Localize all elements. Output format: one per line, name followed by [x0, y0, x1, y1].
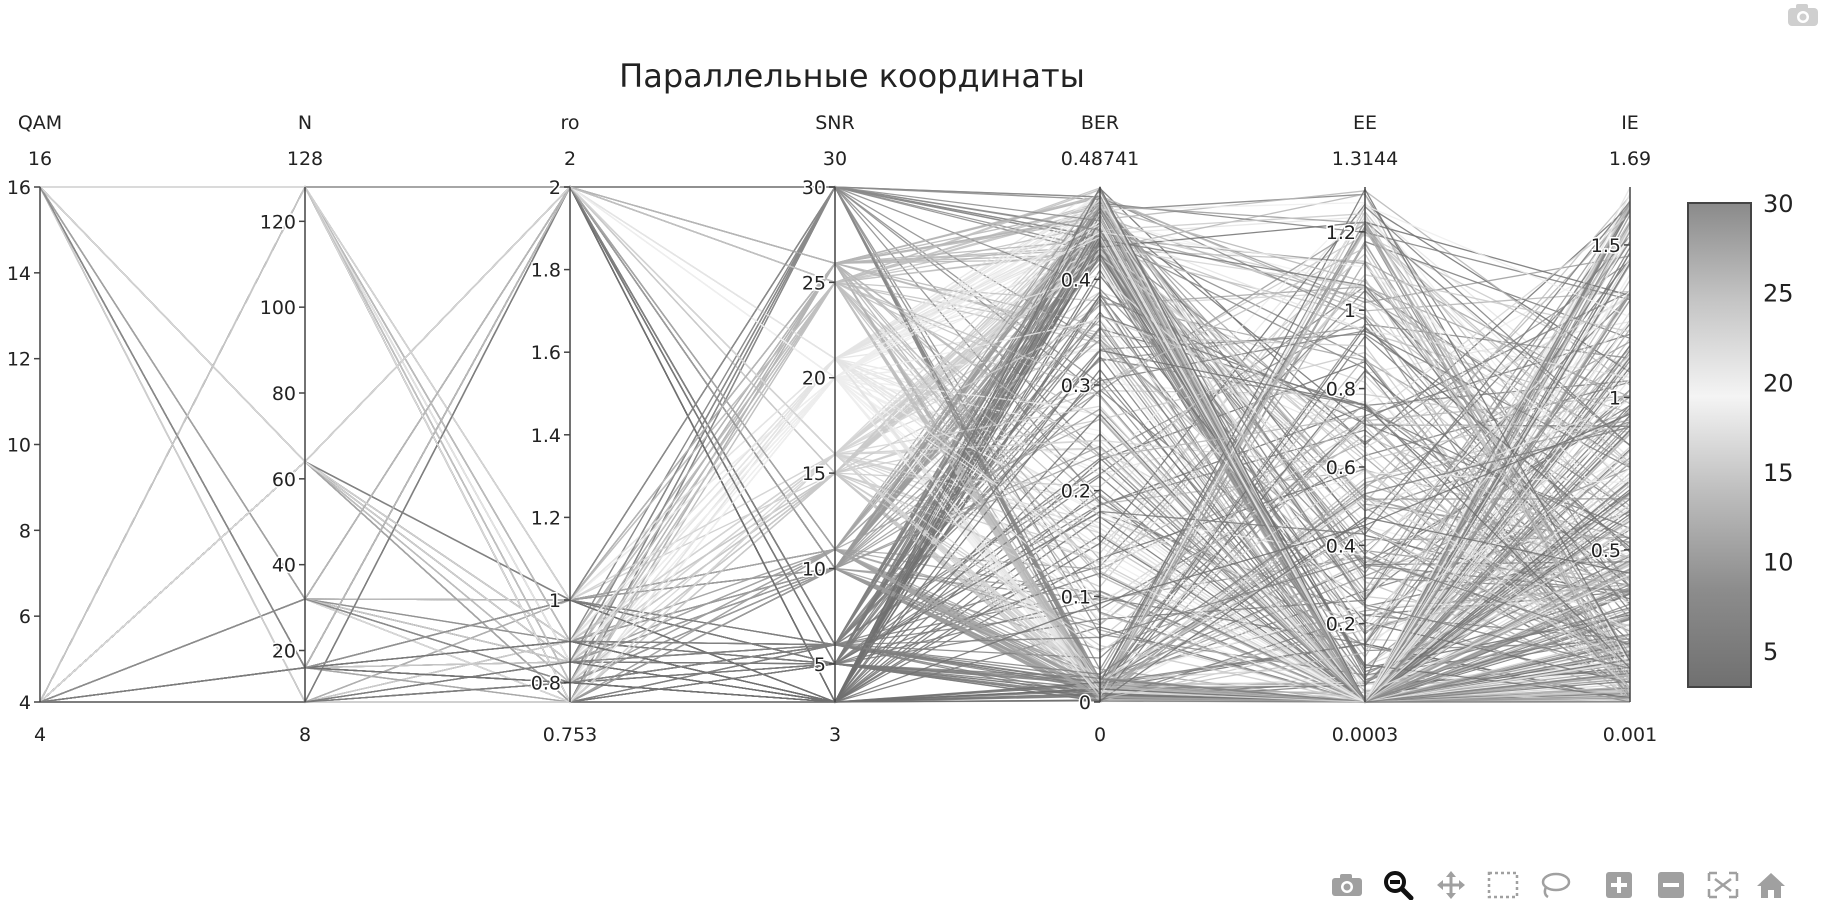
tick-label: 14: [7, 263, 31, 285]
corner-camera-icon[interactable]: [1782, 0, 1822, 30]
tick-label: 1.5: [1591, 235, 1621, 257]
axis-ro[interactable]: ro 2 0.753 0.8 1 1.2 1.4 1.6 1.8 2: [529, 112, 597, 746]
tick-label: 20: [802, 368, 826, 390]
axis-range-min: 3: [829, 724, 841, 746]
tick-label: 0.4: [1326, 535, 1356, 557]
tick-label: 8: [19, 520, 31, 542]
lasso-icon[interactable]: [1538, 868, 1572, 902]
axis-range-max: 2: [564, 148, 576, 170]
tick-label: 1.4: [531, 425, 561, 447]
axis-range-max: 1.69: [1609, 148, 1651, 170]
colorbar-tick-label: 25: [1763, 280, 1794, 308]
tick-label: 16: [7, 177, 31, 199]
tick-label: 5: [814, 654, 826, 676]
tick-label: 6: [19, 606, 31, 628]
tick-label: 30: [802, 177, 826, 199]
tick-label: 0.8: [531, 673, 561, 695]
axis-range-min: 0.753: [543, 724, 597, 746]
reset-axes-icon[interactable]: [1754, 868, 1788, 902]
axis-name[interactable]: N: [298, 112, 312, 134]
axis-range-min: 0.001: [1603, 724, 1657, 746]
tick-label: 1: [1609, 387, 1621, 409]
tick-label: 0.5: [1591, 540, 1621, 562]
axis-range-min: 8: [299, 724, 311, 746]
tick-label: 10: [802, 558, 826, 580]
axis-range-max: 128: [287, 148, 323, 170]
axis-name[interactable]: SNR: [815, 112, 854, 134]
axis-range-max: 1.3144: [1332, 148, 1398, 170]
zoom-out-icon[interactable]: [1654, 868, 1688, 902]
colorbar-tick-label: 30: [1763, 190, 1794, 218]
colorbar-tick-label: 20: [1763, 369, 1794, 397]
tick-label: 1.2: [531, 507, 561, 529]
colorbar-tick-label: 5: [1763, 638, 1778, 666]
axis-range-min: 4: [34, 724, 46, 746]
axis-ie[interactable]: IE 1.69 0.001 0.5 1 1.5: [1589, 112, 1657, 746]
axis-name[interactable]: IE: [1621, 112, 1639, 134]
tick-label: 2: [549, 177, 561, 199]
axis-range-max: 0.48741: [1061, 148, 1140, 170]
tick-label: 20: [272, 641, 296, 663]
tick-label: 1.8: [531, 260, 561, 282]
tick-label: 1: [549, 590, 561, 612]
axis-name[interactable]: BER: [1081, 112, 1119, 134]
colorbar-tick-label: 15: [1763, 459, 1794, 487]
axis-range-max: 16: [28, 148, 52, 170]
axes-layer: QAM16446810121416N128820406080100120ro20…: [5, 112, 1657, 746]
colorbar: 5 10 15 20 25 30: [1687, 190, 1794, 688]
axis-range-min: 0: [1094, 724, 1106, 746]
zoom-icon[interactable]: [1382, 868, 1416, 902]
tick-label: 0.6: [1326, 457, 1356, 479]
tick-label: 60: [272, 469, 296, 491]
axis-ee[interactable]: EE 1.3144 0.0003 0.2 0.4 0.6 0.8 1 1.2: [1324, 112, 1398, 746]
axis-name[interactable]: EE: [1353, 112, 1377, 134]
tick-label: 1: [1344, 300, 1356, 322]
axis-range-max: 30: [823, 148, 847, 170]
tick-label: 4: [19, 692, 31, 714]
tick-label: 1.2: [1326, 222, 1356, 244]
tick-label: 0.2: [1326, 614, 1356, 636]
box-select-icon[interactable]: [1486, 868, 1520, 902]
tick-label: 0: [1079, 692, 1091, 714]
tick-label: 80: [272, 383, 296, 405]
zoom-in-icon[interactable]: [1602, 868, 1636, 902]
tick-label: 0.2: [1061, 481, 1091, 503]
tick-label: 25: [802, 272, 826, 294]
modebar: [1330, 868, 1820, 902]
autoscale-icon[interactable]: [1706, 868, 1740, 902]
axis-range-min: 0.0003: [1332, 724, 1398, 746]
axis-name[interactable]: QAM: [18, 112, 62, 134]
tick-label: 15: [802, 463, 826, 485]
axis-qam[interactable]: QAM 16 44 6 8 10 12 14 16: [5, 112, 62, 746]
tick-label: 1.6: [531, 342, 561, 364]
tick-label: 120: [260, 211, 296, 233]
pan-icon[interactable]: [1434, 868, 1468, 902]
tick-label: 12: [7, 349, 31, 371]
axis-n[interactable]: N 128 8 20 40 60 80 100 120: [258, 112, 323, 746]
tick-label: 0.3: [1061, 375, 1091, 397]
axis-snr[interactable]: SNR 30 3 5 10 15 20 25 30: [800, 112, 855, 746]
colorbar-tick-label: 10: [1763, 549, 1794, 577]
tick-label: 0.4: [1061, 269, 1091, 291]
chart-title: Параллельные координаты: [619, 57, 1085, 95]
axis-ber[interactable]: BER 0.48741 00 0.1 0.2 0.3 0.4: [1059, 112, 1140, 746]
tick-label: 100: [260, 297, 296, 319]
tick-label: 0.8: [1326, 379, 1356, 401]
tick-label: 40: [272, 555, 296, 577]
tick-label: 0.1: [1061, 586, 1091, 608]
axis-name[interactable]: ro: [560, 112, 579, 134]
tick-label: 10: [7, 435, 31, 457]
camera-icon[interactable]: [1330, 868, 1364, 902]
colorbar-gradient: [1687, 202, 1752, 688]
